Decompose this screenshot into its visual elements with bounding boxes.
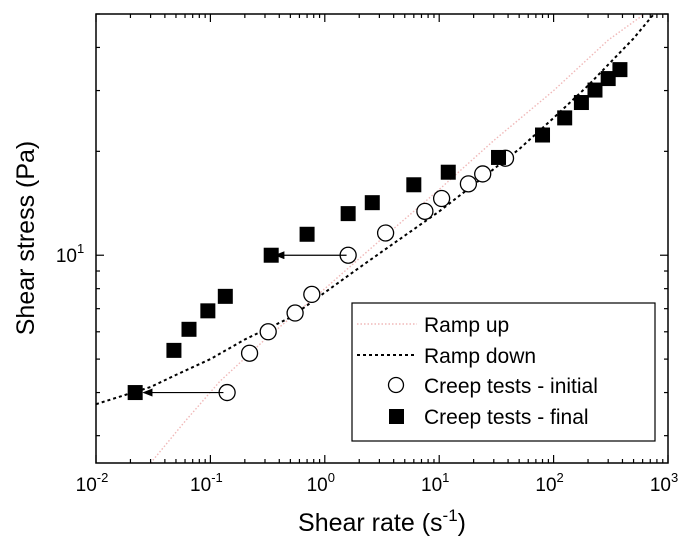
data-point-creep-final [181, 321, 197, 337]
x-tick-label-exp: 0 [328, 470, 335, 485]
data-point-creep-initial [303, 285, 321, 304]
x-tick-label-exp: -2 [97, 470, 109, 485]
data-point-creep-initial [286, 304, 304, 322]
data-point-creep-initial [474, 165, 492, 183]
x-tick-label-exp: -1 [211, 470, 223, 485]
data-point-creep-final [491, 149, 507, 165]
data-point-creep-initial [459, 175, 478, 193]
data-point-creep-final [573, 95, 589, 111]
x-axis-label-main: Shear rate (s [298, 509, 443, 537]
y-tick-label-base: 10 [56, 246, 77, 267]
x-tick-label: 10-2 [76, 470, 109, 496]
y-tick-label-exp: 1 [77, 241, 84, 256]
legend-label-ramp-up: Ramp up [424, 314, 509, 337]
x-tick-label: 100 [307, 470, 335, 496]
data-point-creep-final [127, 385, 143, 401]
x-tick-label-base: 10 [307, 475, 328, 496]
x-tick-label-base: 10 [76, 475, 97, 496]
x-tick-label-base: 10 [421, 475, 442, 496]
plot-frame [95, 13, 669, 464]
data-point-creep-initial [416, 202, 434, 221]
legend-label-creep-final: Creep tests - final [424, 406, 589, 429]
x-tick-label: 103 [650, 470, 678, 496]
legend-label-creep-initial: Creep tests - initial [424, 375, 598, 398]
x-axis-label-tail: ) [458, 509, 466, 537]
x-tick-label: 101 [421, 470, 449, 496]
legend-label-ramp-down: Ramp down [424, 345, 536, 368]
x-tick-label-base: 10 [535, 475, 556, 496]
data-point-creep-initial [259, 323, 277, 341]
data-point-creep-final [440, 164, 456, 180]
data-point-creep-initial [376, 224, 395, 242]
legend-marker-creep-final [389, 409, 404, 424]
data-point-creep-final [364, 195, 380, 211]
data-point-creep-final [600, 71, 616, 87]
data-point-creep-final [217, 288, 233, 304]
data-point-creep-final [587, 82, 603, 98]
legend: Ramp up Ramp down Creep tests - initial … [351, 302, 656, 442]
x-tick-label: 10-1 [190, 470, 223, 496]
legend-marker-creep-initial [387, 376, 405, 394]
x-tick-label-exp: 1 [442, 470, 449, 485]
data-point-creep-initial [240, 344, 259, 362]
data-point-creep-final [406, 177, 422, 193]
y-axis-label: Shear stress (Pa) [12, 141, 40, 336]
data-point-creep-final [200, 303, 216, 319]
x-tick-label-base: 10 [650, 475, 671, 496]
y-tick-label: 101 [56, 241, 84, 267]
x-axis-label-sup: -1 [443, 506, 458, 525]
plot-area [96, 14, 656, 463]
x-tick-label-base: 10 [190, 475, 211, 496]
x-tick-label-exp: 3 [671, 470, 678, 485]
data-point-creep-final [535, 127, 551, 143]
data-point-creep-final [557, 110, 573, 126]
series-line-ramp-down [96, 14, 656, 406]
data-point-creep-final [299, 226, 315, 242]
data-point-creep-final [340, 206, 356, 222]
x-tick-label-exp: 2 [557, 470, 564, 485]
x-axis-label: Shear rate (s-1) [298, 506, 466, 537]
series-line-ramp-up [150, 14, 646, 463]
data-point-creep-initial [432, 189, 451, 208]
data-point-creep-final [612, 62, 628, 78]
x-tick-label: 102 [535, 470, 563, 496]
data-point-creep-final [166, 342, 182, 358]
